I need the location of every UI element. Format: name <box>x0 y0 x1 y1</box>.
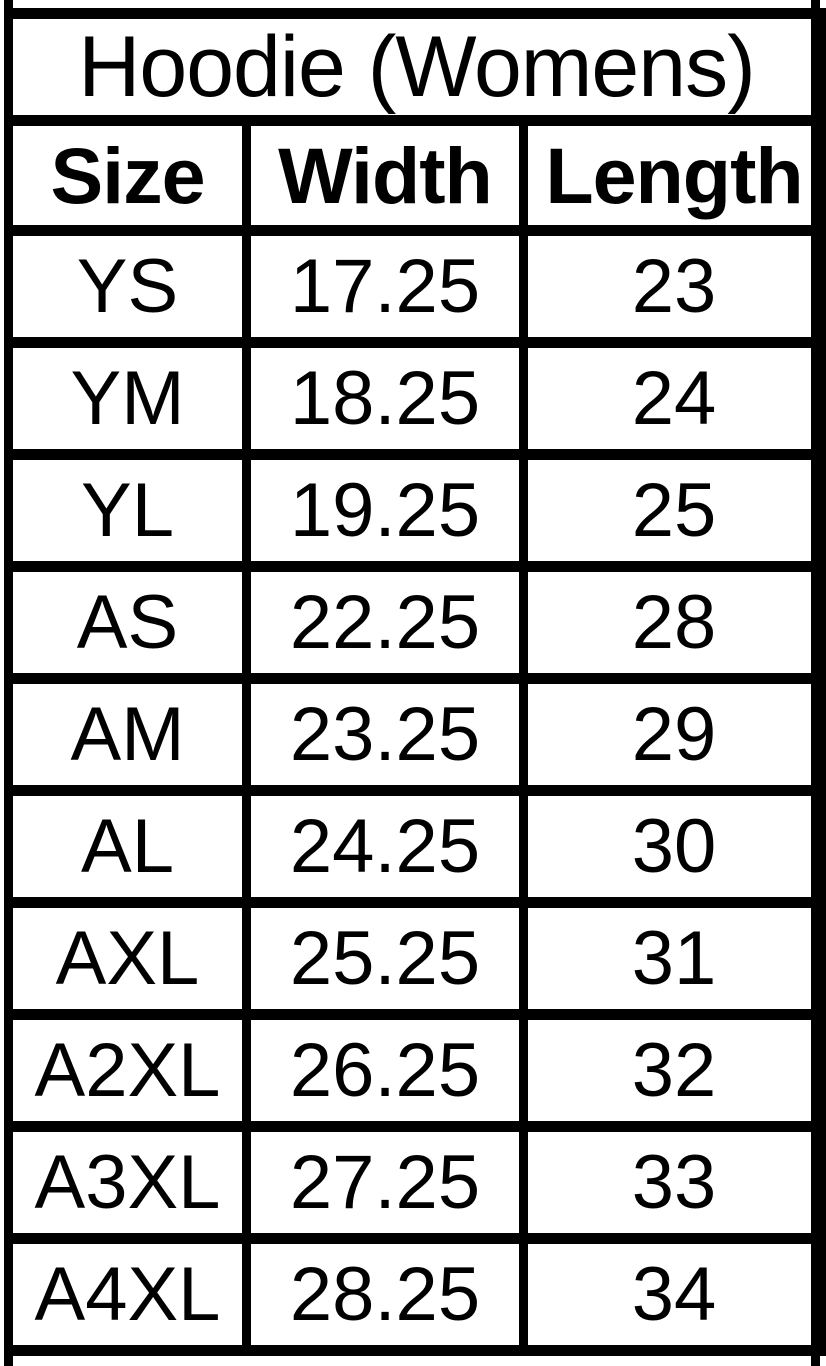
column-header-size: Size <box>4 115 251 236</box>
column-header-length: Length <box>519 115 826 236</box>
width-cell: 25.25 <box>242 897 528 1020</box>
table-row-am: AM 23.25 29 <box>4 673 826 796</box>
width-cell: 27.25 <box>242 1121 528 1244</box>
length-cell: 29 <box>519 673 826 796</box>
size-cell: A4XL <box>4 1233 251 1356</box>
size-cell: YL <box>4 449 251 572</box>
size-cell: AM <box>4 673 251 796</box>
length-cell: 28 <box>519 561 826 684</box>
length-cell: 23 <box>519 225 826 348</box>
size-cell: A2XL <box>4 1009 251 1132</box>
width-cell: 19.25 <box>242 449 528 572</box>
size-cell: YM <box>4 337 251 460</box>
table-row-axl: AXL 25.25 31 <box>4 897 826 1020</box>
column-header-width: Width <box>242 115 528 236</box>
table-header-row: Size Width Length <box>4 115 826 236</box>
size-cell: A3XL <box>4 1121 251 1244</box>
length-cell: 33 <box>519 1121 826 1244</box>
table-row-a3xl: A3XL 27.25 33 <box>4 1121 826 1244</box>
table-row-al: AL 24.25 30 <box>4 785 826 908</box>
width-cell: 23.25 <box>242 673 528 796</box>
size-cell: AXL <box>4 897 251 1020</box>
table-row-a4xl: A4XL 28.25 34 <box>4 1233 826 1356</box>
table-row-ym: YM 18.25 24 <box>4 337 826 460</box>
table-title: Hoodie (Womens) <box>4 8 826 126</box>
table-row-yl: YL 19.25 25 <box>4 449 826 572</box>
length-cell: 24 <box>519 337 826 460</box>
table-title-row: Hoodie (Womens) <box>4 8 826 126</box>
width-cell: 18.25 <box>242 337 528 460</box>
length-cell: 30 <box>519 785 826 908</box>
size-chart-table: Hoodie (Womens) Size Width Length YS 17.… <box>4 8 826 1356</box>
size-cell: AL <box>4 785 251 908</box>
table-row-as: AS 22.25 28 <box>4 561 826 684</box>
length-cell: 31 <box>519 897 826 1020</box>
width-cell: 22.25 <box>242 561 528 684</box>
length-cell: 34 <box>519 1233 826 1356</box>
size-cell: YS <box>4 225 251 348</box>
table-row-ys: YS 17.25 23 <box>4 225 826 348</box>
width-cell: 28.25 <box>242 1233 528 1356</box>
width-cell: 24.25 <box>242 785 528 908</box>
width-cell: 17.25 <box>242 225 528 348</box>
length-cell: 32 <box>519 1009 826 1132</box>
size-cell: AS <box>4 561 251 684</box>
length-cell: 25 <box>519 449 826 572</box>
table-row-a2xl: A2XL 26.25 32 <box>4 1009 826 1132</box>
width-cell: 26.25 <box>242 1009 528 1132</box>
